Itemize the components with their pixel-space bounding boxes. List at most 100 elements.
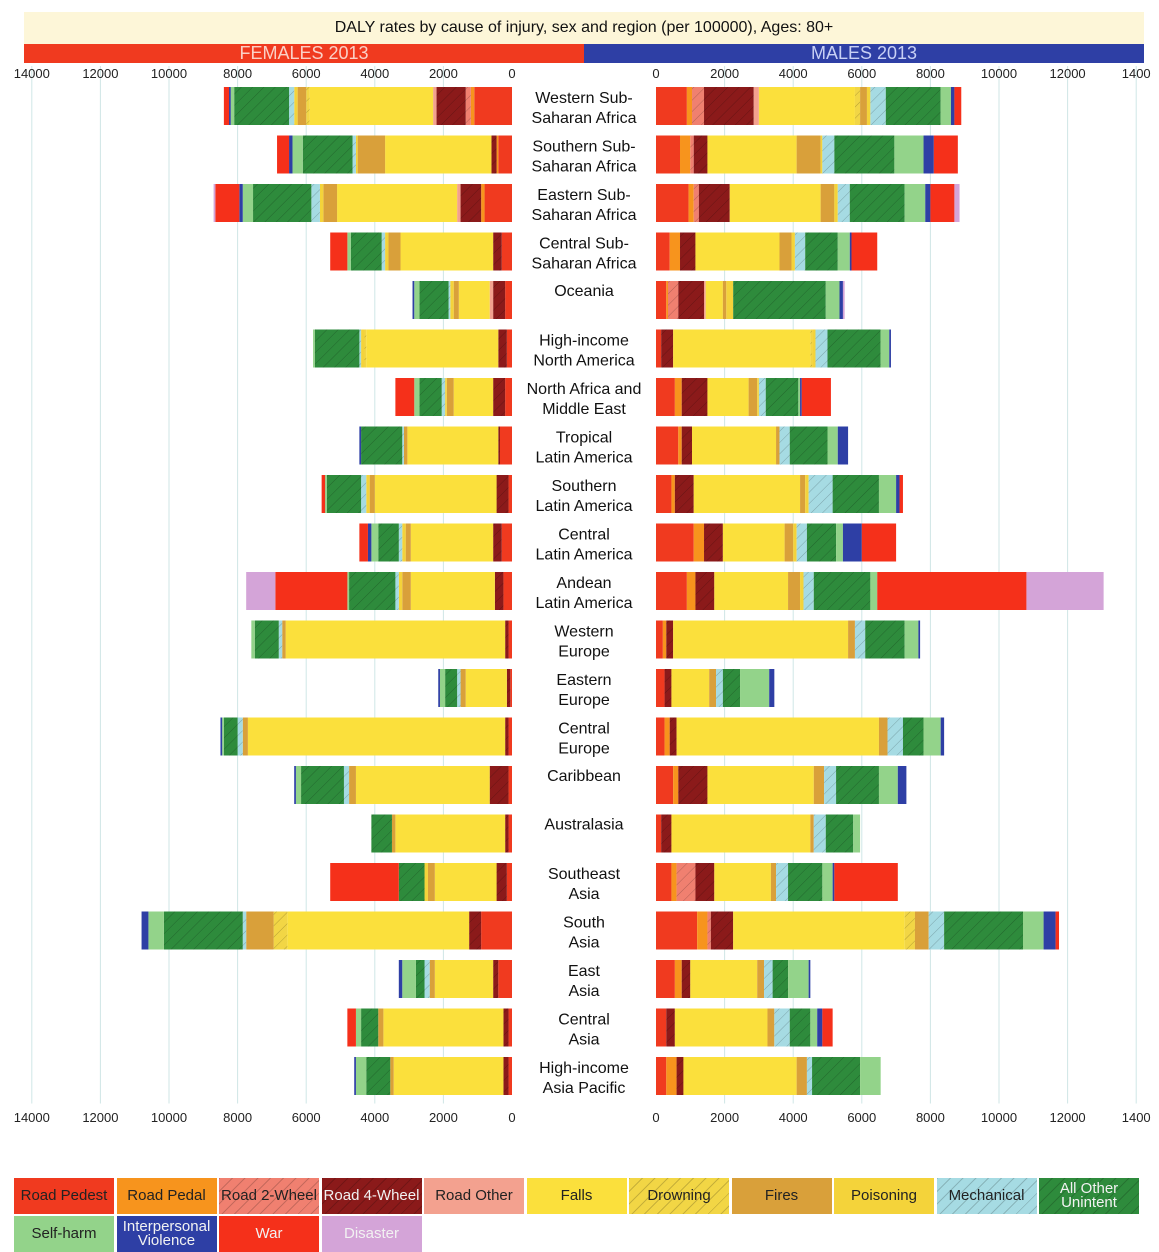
region-label: Southeast Asia	[548, 866, 621, 903]
female-bar-hatch	[505, 717, 509, 756]
male-bar-falls	[671, 814, 811, 853]
male-bar-road-pedest	[656, 960, 675, 998]
female-bar-war	[395, 378, 415, 416]
male-bar-road-pedest	[656, 911, 698, 950]
male-tick-label: 2000	[710, 1110, 739, 1125]
male-tick-label: 0	[652, 66, 659, 81]
male-bar-falls	[683, 1057, 797, 1095]
female-bar-hatch	[505, 814, 509, 853]
female-bar-road-pedest	[508, 1057, 512, 1095]
female-bar-falls	[434, 960, 494, 998]
female-bar-fires	[427, 863, 435, 901]
male-bar-interpersonal-violence	[923, 135, 934, 174]
male-bar-fires	[709, 669, 717, 707]
male-bar-hatch	[789, 426, 828, 465]
male-bar-road-pedest	[656, 281, 667, 319]
male-bar-hatch	[803, 572, 814, 610]
female-bar-falls	[247, 717, 506, 756]
male-bar-hatch	[779, 426, 790, 465]
male-bar-road-pedal	[688, 184, 694, 222]
male-bar-interpersonal-violence	[769, 669, 775, 707]
male-bar-hatch	[789, 1008, 811, 1047]
male-bar-hatch	[824, 766, 837, 804]
male-bar-road-pedest	[656, 378, 675, 416]
female-bar-falls	[285, 620, 506, 659]
female-bar-poisoning	[385, 232, 389, 271]
female-bar-war	[347, 1008, 356, 1047]
female-bar-hatch	[350, 232, 382, 271]
female-bar-interpersonal-violence	[412, 281, 415, 319]
region-label: Southern Latin America	[536, 478, 633, 515]
female-bar-fires	[460, 669, 466, 707]
female-bar-interpersonal-violence	[354, 1057, 356, 1095]
female-bar-war	[275, 572, 348, 610]
male-bar-road-pedest	[656, 426, 679, 465]
female-bar-hatch	[361, 475, 367, 513]
female-bar-self-harm	[402, 960, 416, 998]
male-bar-hatch	[733, 281, 826, 319]
male-bar-interpersonal-violence	[950, 87, 955, 125]
region-label: Central Latin America	[536, 527, 633, 564]
male-bar-hatch	[678, 281, 705, 319]
female-bar-hatch	[254, 620, 279, 659]
female-bar-interpersonal-violence	[294, 766, 296, 804]
female-bar-fires	[369, 475, 375, 513]
male-tick-label: 10000	[981, 66, 1017, 81]
female-bar-hatch	[352, 135, 356, 174]
female-bar-fires	[349, 766, 356, 804]
male-bar-hatch	[716, 669, 723, 707]
female-bar-hatch	[343, 766, 350, 804]
region-label: Andean Latin America	[536, 575, 633, 612]
female-bar-self-harm	[295, 766, 302, 804]
female-bar-hatch	[448, 281, 451, 319]
region-label: Eastern Sub-Saharan Africa	[532, 187, 637, 224]
male-bar-falls	[729, 184, 821, 222]
male-bar-hatch	[808, 475, 833, 513]
female-bar-war	[330, 232, 348, 271]
female-bar-hatch	[361, 426, 403, 465]
female-bar-hatch	[253, 184, 312, 222]
male-bar-self-harm	[798, 378, 801, 416]
female-bar-hatch	[163, 911, 243, 950]
female-bar-hatch	[489, 766, 509, 804]
female-bar-hatch	[505, 620, 509, 659]
female-bar-war	[359, 523, 368, 562]
male-bar-war	[933, 135, 958, 174]
male-bar-war	[899, 475, 903, 513]
male-bar-fires	[796, 135, 821, 174]
female-bar-fires	[357, 135, 386, 174]
male-bar-road-pedest	[656, 87, 687, 125]
male-bar-self-harm	[1023, 911, 1044, 950]
male-bar-hatch	[813, 572, 871, 610]
male-bar-fires	[722, 281, 727, 319]
female-bar-hatch	[242, 911, 247, 950]
female-bar-self-harm	[251, 620, 255, 659]
male-bar-falls	[673, 620, 849, 659]
female-bar-hatch	[359, 329, 362, 368]
female-bar-interpersonal-violence	[289, 135, 293, 174]
male-bar-self-harm	[740, 669, 770, 707]
female-bar-fires	[446, 378, 454, 416]
region-label: Central Asia	[558, 1012, 610, 1049]
male-bar-hatch	[870, 87, 886, 125]
male-bar-road-pedest	[656, 620, 663, 659]
male-bar-poisoning	[791, 232, 795, 271]
male-bar-self-harm	[853, 814, 861, 853]
female-bar-falls	[393, 1057, 504, 1095]
region-label: Caribbean	[547, 768, 621, 785]
female-bar-hatch	[494, 572, 504, 610]
male-bar-self-harm	[827, 426, 838, 465]
male-bar-hatch	[774, 1008, 790, 1047]
female-bar-hatch	[469, 911, 482, 950]
female-bar-road-other	[433, 87, 437, 125]
female-bar-interpersonal-violence	[359, 426, 362, 465]
male-bar-self-harm	[860, 1057, 881, 1095]
male-bar-war	[954, 87, 962, 125]
male-tick-label: 6000	[847, 1110, 876, 1125]
region-label: Central Europe	[558, 721, 610, 758]
region-label: Western Europe	[554, 624, 613, 661]
female-bar-hatch	[419, 378, 442, 416]
female-tick-label: 8000	[223, 1110, 252, 1125]
male-bar-hatch	[788, 863, 823, 901]
female-tick-label: 12000	[82, 1110, 118, 1125]
